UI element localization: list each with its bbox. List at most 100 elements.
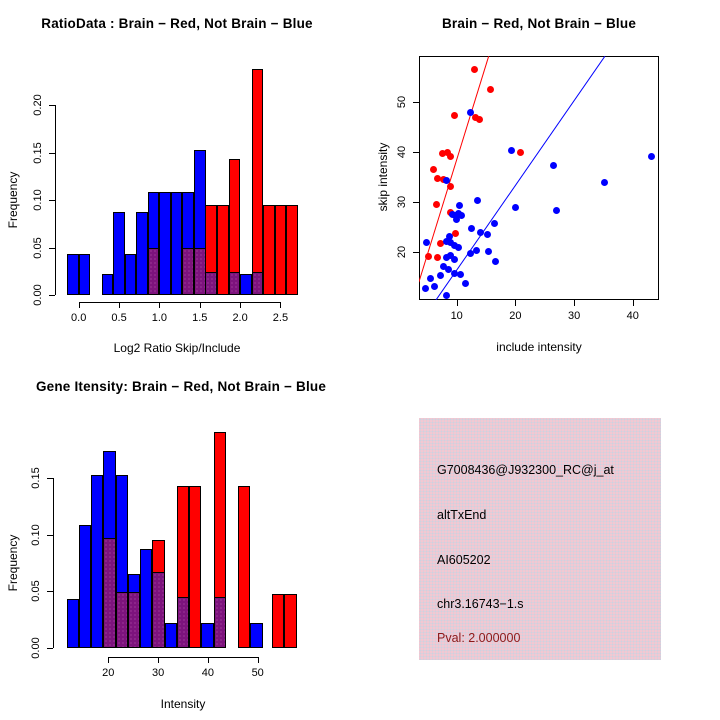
fit-line-blue (435, 56, 606, 300)
y-tick-label: 0.10 (32, 189, 44, 211)
gene-hist-y-axis-label: Frequency (6, 534, 20, 592)
hist-bar-blue (201, 623, 214, 648)
y-axis-line (55, 105, 56, 295)
x-tick-label: 0.0 (71, 312, 87, 324)
x-tick-label: 30 (567, 310, 581, 322)
hist-bar-blue (240, 274, 252, 295)
y-axis-tick (413, 101, 420, 103)
hist-bar-red (217, 204, 229, 295)
info-line-event-type: altTxEnd (437, 508, 487, 522)
hist-bar-overlap (214, 596, 225, 647)
y-tick-label: 0.05 (30, 580, 42, 602)
scatter-point-blue (447, 251, 455, 259)
scatter-point-blue (485, 248, 493, 256)
scatter-point-blue (467, 108, 475, 116)
scatter-point-blue (648, 153, 656, 161)
hist-bar-blue (66, 598, 79, 648)
scatter-point-red (486, 85, 494, 93)
y-tick-label: 30 (396, 195, 409, 208)
hist-bar-blue (78, 253, 91, 295)
scatter-point-blue (455, 202, 463, 210)
hist-bar-blue (101, 274, 114, 295)
y-axis-tick (49, 152, 55, 154)
scatter-point-red (439, 176, 447, 184)
scatter-point-blue (600, 179, 608, 187)
scatter-point-red (433, 174, 441, 182)
x-axis-tick (158, 657, 160, 663)
hist-bar-blue (115, 475, 128, 648)
panel-scatter: Brain − Red, Not Brain − Blue skip inten… (360, 0, 720, 360)
scatter-point-blue (552, 207, 560, 215)
hist-bar-overlap (195, 247, 205, 294)
fit-line-red (419, 56, 490, 283)
info-line-location: chr3.16743−1.s (437, 597, 524, 611)
x-axis-tick (119, 302, 121, 308)
x-axis-tick (207, 657, 209, 663)
scatter-point-blue (443, 176, 451, 184)
y-tick-label: 0.00 (32, 284, 44, 306)
hist-bar-blue (170, 191, 183, 295)
scatter-point-red (471, 114, 479, 122)
x-tick-label: 50 (251, 667, 264, 679)
y-tick-label: 0.15 (30, 467, 42, 489)
info-box: G7008436@J932300_RC@j_at altTxEnd AI6052… (419, 418, 661, 660)
hist-bar-blue (159, 191, 171, 295)
scatter-point-blue (440, 262, 448, 270)
scatter-point-red (434, 254, 442, 262)
scatter-point-blue (453, 215, 461, 223)
scatter-point-blue (423, 239, 431, 247)
scatter-point-blue (491, 258, 499, 266)
ratio-hist-y-axis-label: Frequency (6, 171, 20, 229)
hist-bar-overlap (104, 537, 115, 647)
hist-bar-red (274, 204, 287, 295)
y-tick-label: 0.05 (32, 236, 44, 259)
scatter-frame (419, 56, 660, 300)
scatter-point-red (437, 239, 445, 247)
y-axis-tick (49, 200, 55, 201)
y-tick-label: 0.15 (32, 141, 44, 164)
hist-bar-red (251, 68, 264, 295)
y-axis-tick (49, 105, 55, 106)
hist-bar-blue (194, 150, 206, 295)
y-tick-label: 0.20 (32, 94, 44, 116)
x-tick-label: 20 (509, 310, 522, 322)
scatter-point-blue (442, 253, 450, 261)
scatter-point-blue (490, 219, 498, 227)
y-axis-tick (413, 151, 420, 153)
scatter-point-red (447, 152, 455, 160)
info-line-accession: AI605202 (437, 553, 491, 567)
hist-bar-blue (91, 475, 104, 648)
y-axis-tick (413, 201, 420, 203)
x-axis-tick (199, 302, 201, 308)
hist-bar-red (263, 204, 275, 295)
x-tick-label: 20 (102, 667, 115, 679)
x-axis-line (108, 657, 258, 658)
scatter-point-blue (444, 266, 452, 274)
hist-bar-overlap (206, 272, 216, 294)
hist-bar-overlap (153, 571, 164, 647)
scatter-point-blue (436, 271, 444, 279)
scatter-point-red (470, 65, 478, 73)
x-axis-tick (632, 300, 634, 306)
ratio-hist-x-axis-label: Log2 Ratio Skip/Include (113, 341, 241, 355)
x-tick-label: 40 (201, 667, 215, 679)
hist-bar-blue (127, 573, 141, 648)
x-axis-tick (456, 300, 458, 306)
y-axis-tick (47, 477, 53, 479)
scatter-point-blue (462, 279, 469, 287)
hist-bar-blue (113, 212, 125, 295)
y-axis-tick (413, 251, 420, 253)
y-axis-tick (47, 591, 53, 593)
ratio-hist-title: RatioData : Brain − Red, Not Brain − Blu… (41, 16, 313, 31)
x-axis-tick (240, 302, 242, 308)
gene-hist-title: Gene Itensity: Brain − Red, Not Brain − … (35, 379, 327, 394)
x-tick-label: 0.5 (111, 312, 127, 324)
gene-hist-x-axis-label: Intensity (160, 697, 206, 711)
scatter-point-blue (474, 196, 482, 204)
fit-lines-layer (419, 56, 606, 300)
scatter-point-blue (454, 209, 462, 217)
scatter-point-blue (512, 203, 520, 211)
scatter-point-blue (484, 230, 492, 238)
scatter-point-red (443, 148, 451, 156)
info-line-probe-id: G7008436@J932300_RC@j_at (437, 463, 614, 477)
